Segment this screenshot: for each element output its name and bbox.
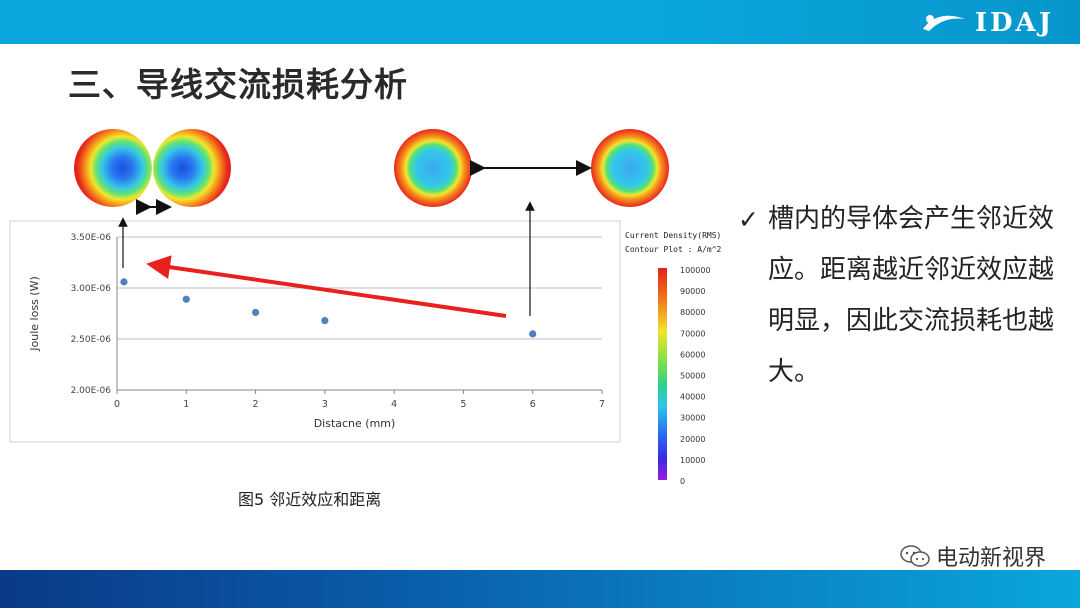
chat-bubbles-icon <box>900 545 930 567</box>
far-conductor-pair <box>394 129 669 207</box>
colorbar-ticks: 1000009000080000700006000050000400003000… <box>680 266 711 486</box>
x-tick-label: 2 <box>253 399 259 410</box>
header-bar: IDAJ <box>0 0 1080 44</box>
figure-caption: 图5 邻近效应和距离 <box>238 490 382 509</box>
colorbar-tick-label: 80000 <box>680 308 705 317</box>
x-tick-label: 4 <box>391 399 397 410</box>
chart-frame <box>9 220 621 443</box>
footer-bar <box>0 570 1080 608</box>
x-tick-label: 5 <box>460 399 466 410</box>
data-point <box>182 295 190 303</box>
plot-area: 2.00E-06 2.50E-06 3.00E-06 3.50E-06 0 1 2 3 4 5 6 7… <box>28 233 605 430</box>
watermark: 电动新视界 <box>900 540 1046 572</box>
data-point <box>251 308 260 317</box>
logo-text: IDAJ <box>974 8 1054 38</box>
bullet-text: 槽内的导体会产生邻近效应。距离越近邻近效应越明显，因此交流损耗也越大。 <box>768 204 1055 387</box>
colorbar-title-2: Contour Plot : A/m^2 <box>625 245 722 254</box>
x-axis-label: Distacne (mm) <box>314 417 396 430</box>
colorbar-tick-label: 40000 <box>680 393 705 402</box>
colorbar-tick-label: 30000 <box>680 414 705 423</box>
colorbar-gradient <box>658 268 667 480</box>
trend-arrow <box>146 255 507 318</box>
checkmark-icon: ✓ <box>738 205 759 234</box>
y-tick-label: 2.00E-06 <box>71 386 112 396</box>
conductor-left-close <box>74 129 152 207</box>
conductor-right-far <box>591 129 669 207</box>
colorbar-tick-label: 10000 <box>680 456 705 465</box>
x-tick-label: 3 <box>322 399 328 410</box>
x-tick-label: 7 <box>599 399 605 410</box>
colorbar-tick-label: 20000 <box>680 435 705 444</box>
colorbar-tick-label: 0 <box>680 477 685 486</box>
colorbar-tick-label: 70000 <box>680 329 705 338</box>
conductor-right-close <box>153 129 231 207</box>
colorbar-title-1: Current Density(RMS) <box>625 231 721 240</box>
y-axis-label: Joule loss (W) <box>28 276 41 351</box>
data-point <box>120 278 128 286</box>
y-tick-label: 3.50E-06 <box>71 233 112 243</box>
watermark-text: 电动新视界 <box>935 546 1046 571</box>
x-tick-label: 1 <box>183 399 189 410</box>
brand-logo: IDAJ <box>919 8 1054 38</box>
colorbar-tick-label: 60000 <box>680 350 705 359</box>
page-title: 三、导线交流损耗分析 <box>68 65 408 104</box>
swoosh-icon <box>922 15 965 31</box>
conductor-left-far <box>394 129 472 207</box>
y-tick-label: 2.50E-06 <box>71 335 112 345</box>
y-tick-label: 3.00E-06 <box>71 284 112 294</box>
colorbar-tick-label: 90000 <box>680 287 705 296</box>
bullet-point: ✓ 槽内的导体会产生邻近效应。距离越近邻近效应越明显，因此交流损耗也越大。 <box>738 194 1073 398</box>
colorbar-tick-label: 100000 <box>680 266 711 275</box>
data-point <box>321 317 329 325</box>
x-tick-label: 0 <box>114 399 120 410</box>
colorbar-tick-label: 50000 <box>680 372 705 381</box>
colorbar-legend: Current Density(RMS) Contour Plot : A/m^… <box>625 231 722 486</box>
close-conductor-pair <box>74 129 231 215</box>
data-point <box>529 330 537 338</box>
x-tick-label: 6 <box>530 399 536 410</box>
